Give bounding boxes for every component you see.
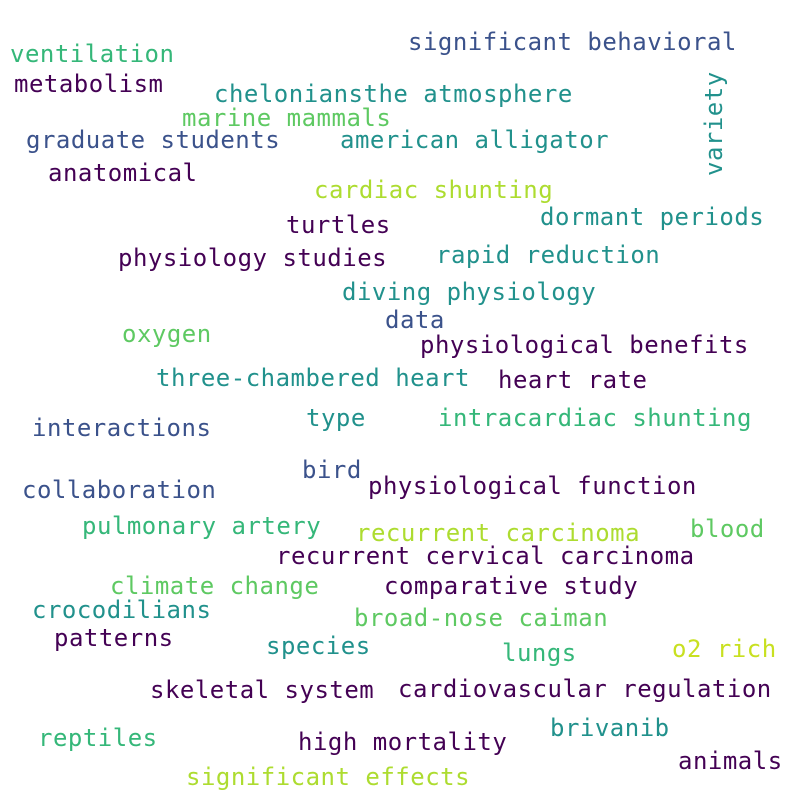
word-physiological-benefits: physiological benefits [420, 331, 749, 359]
word-cardiac-shunting: cardiac shunting [314, 176, 554, 204]
word-significant-effects: significant effects [186, 763, 471, 791]
word-ventilation: ventilation [10, 40, 175, 68]
word-heart-rate: heart rate [498, 366, 648, 394]
word-broad-nose-caiman: broad-nose caiman [354, 604, 609, 632]
word-oxygen: oxygen [122, 320, 212, 348]
word-reptiles: reptiles [38, 724, 158, 752]
word-bird: bird [302, 456, 362, 484]
word-climate-change: climate change [110, 572, 320, 600]
word-skeletal-system: skeletal system [150, 676, 375, 704]
word-crocodilians: crocodilians [32, 596, 212, 624]
word-physiology-studies: physiology studies [118, 244, 388, 272]
word-intracardiac-shunting: intracardiac shunting [438, 404, 752, 432]
word-high-mortality: high mortality [298, 728, 508, 756]
word-o2-rich: o2 rich [672, 635, 777, 663]
word-collaboration: collaboration [22, 476, 217, 504]
word-animals: animals [678, 747, 783, 775]
word-graduate-students: graduate students [26, 126, 281, 154]
word-diving-physiology: diving physiology [342, 278, 597, 306]
word-significant-behavioral: significant behavioral [408, 28, 737, 56]
word-recurrent-carcinoma: recurrent carcinoma [356, 519, 641, 547]
word-dormant-periods: dormant periods [540, 203, 765, 231]
word-physiological-function: physiological function [368, 472, 697, 500]
word-cheloniansthe-atmosphere: cheloniansthe atmosphere [214, 80, 573, 108]
word-pulmonary-artery: pulmonary artery [82, 512, 322, 540]
word-recurrent-cervical-carcinoma: recurrent cervical carcinoma [276, 542, 695, 570]
word-rapid-reduction: rapid reduction [436, 241, 661, 269]
word-comparative-study: comparative study [384, 572, 639, 600]
word-anatomical: anatomical [48, 159, 198, 187]
word-turtles: turtles [286, 211, 391, 239]
word-metabolism: metabolism [14, 70, 164, 98]
word-blood: blood [690, 515, 765, 543]
word-three-chambered-heart: three-chambered heart [156, 364, 470, 392]
word-type: type [306, 404, 366, 432]
word-patterns: patterns [54, 624, 174, 652]
word-lungs: lungs [502, 639, 577, 667]
word-interactions: interactions [32, 414, 212, 442]
word-variety: variety [700, 71, 728, 176]
word-cardiovascular-regulation: cardiovascular regulation [398, 675, 772, 703]
word-marine-mammals: marine mammals [182, 104, 392, 132]
word-species: species [266, 632, 371, 660]
word-american-alligator: american alligator [340, 126, 610, 154]
word-data: data [385, 306, 445, 334]
word-brivanib: brivanib [550, 714, 670, 742]
